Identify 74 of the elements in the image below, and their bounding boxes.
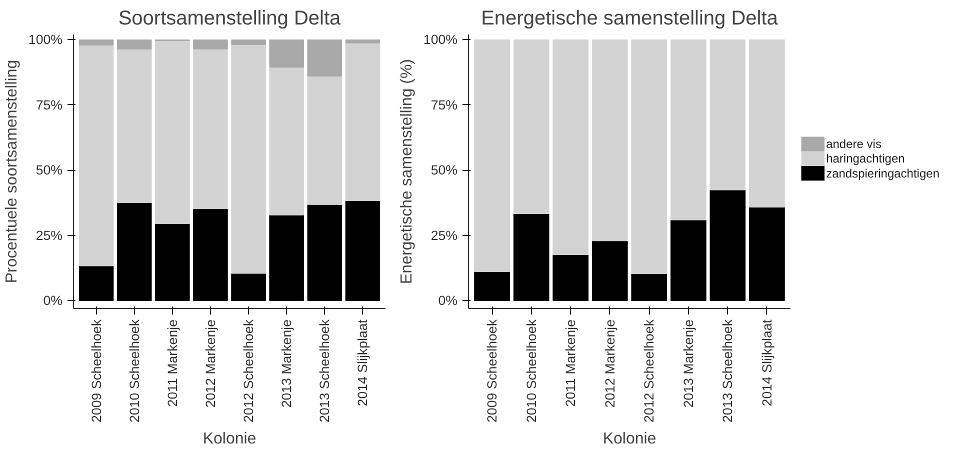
bar — [670, 39, 706, 220]
x-tick-label: 2014 Slijkplaat — [355, 319, 370, 406]
bar — [78, 39, 114, 46]
x-tick-label: 2013 Markenje — [279, 319, 294, 408]
bar — [193, 48, 228, 210]
bar — [117, 202, 152, 301]
bar — [552, 254, 589, 301]
bar — [193, 208, 228, 301]
y-tick-label: 75% — [36, 97, 63, 112]
bar — [631, 274, 668, 301]
bar — [670, 220, 706, 301]
legend-label: haringachtigen — [826, 152, 905, 166]
bar — [749, 207, 785, 301]
bar — [513, 39, 550, 214]
x-tick-label: 2010 Scheelhoek — [126, 319, 142, 423]
bar — [231, 273, 266, 301]
bar — [710, 190, 746, 301]
bar — [193, 39, 228, 50]
bar — [307, 204, 342, 301]
y-tick-label: 50% — [36, 162, 63, 178]
x-tick-label: 2012 Markenje — [202, 319, 218, 408]
bar — [474, 271, 510, 301]
x-axis-title: Kolonie — [202, 430, 256, 448]
x-tick-label: 2010 Scheelhoek — [524, 319, 539, 423]
bar — [231, 39, 266, 45]
bar — [631, 39, 668, 274]
bar — [269, 67, 304, 216]
y-tick-label: 0% — [438, 293, 458, 308]
y-tick-label: 100% — [423, 32, 458, 48]
bar — [552, 39, 589, 255]
bar — [307, 39, 342, 76]
x-tick-label: 2013 Scheelhoek — [317, 319, 332, 423]
bar — [710, 39, 746, 190]
x-axis-title: Kolonie — [602, 430, 656, 448]
x-tick-label: 2011 Markenje — [164, 319, 180, 407]
x-tick-label: 2011 Markenje — [563, 319, 578, 407]
bar — [592, 240, 628, 301]
x-tick-label: 2009 Scheelhoek — [484, 319, 500, 423]
chart-title: Energetische samenstelling Delta — [481, 8, 779, 30]
bar — [749, 39, 785, 208]
x-tick-label: 2014 Slijkplaat — [759, 319, 774, 406]
legend-label: zandspieringachtigen — [826, 166, 940, 180]
y-tick-label: 0% — [43, 293, 63, 308]
y-tick-label: 75% — [430, 97, 458, 112]
x-tick-label: 2009 Scheelhoek — [88, 319, 104, 423]
bar — [592, 39, 628, 242]
y-tick-label: 50% — [430, 162, 458, 178]
bar — [345, 200, 380, 301]
bar — [513, 214, 550, 301]
bar — [269, 214, 304, 301]
bar — [345, 39, 380, 44]
bar — [78, 266, 114, 301]
x-tick-label: 2013 Scheelhoek — [720, 319, 736, 423]
chart-title: Soortsamenstelling Delta — [118, 8, 342, 30]
x-tick-label: 2013 Markenje — [680, 319, 696, 408]
bar — [78, 44, 114, 266]
x-tick-label: 2012 Markenje — [602, 319, 618, 408]
bar — [117, 48, 152, 204]
y-axis-title: Procentuele soortsamenstelling — [3, 60, 20, 284]
y-tick-label: 25% — [430, 228, 458, 243]
bar — [117, 39, 152, 50]
bar — [155, 40, 190, 224]
bar — [155, 223, 190, 301]
y-tick-label: 25% — [36, 228, 63, 243]
y-tick-label: 100% — [28, 32, 63, 48]
legend-label: andere vis — [826, 137, 882, 152]
bar — [474, 39, 510, 272]
y-axis-title: Energetische samenstelling (%) — [398, 58, 416, 284]
bar — [345, 42, 380, 201]
x-tick-label: 2012 Scheelhoek — [642, 319, 657, 423]
bar — [269, 39, 304, 68]
bar — [307, 76, 342, 205]
x-tick-label: 2012 Scheelhoek — [241, 319, 256, 423]
bar — [231, 44, 266, 274]
